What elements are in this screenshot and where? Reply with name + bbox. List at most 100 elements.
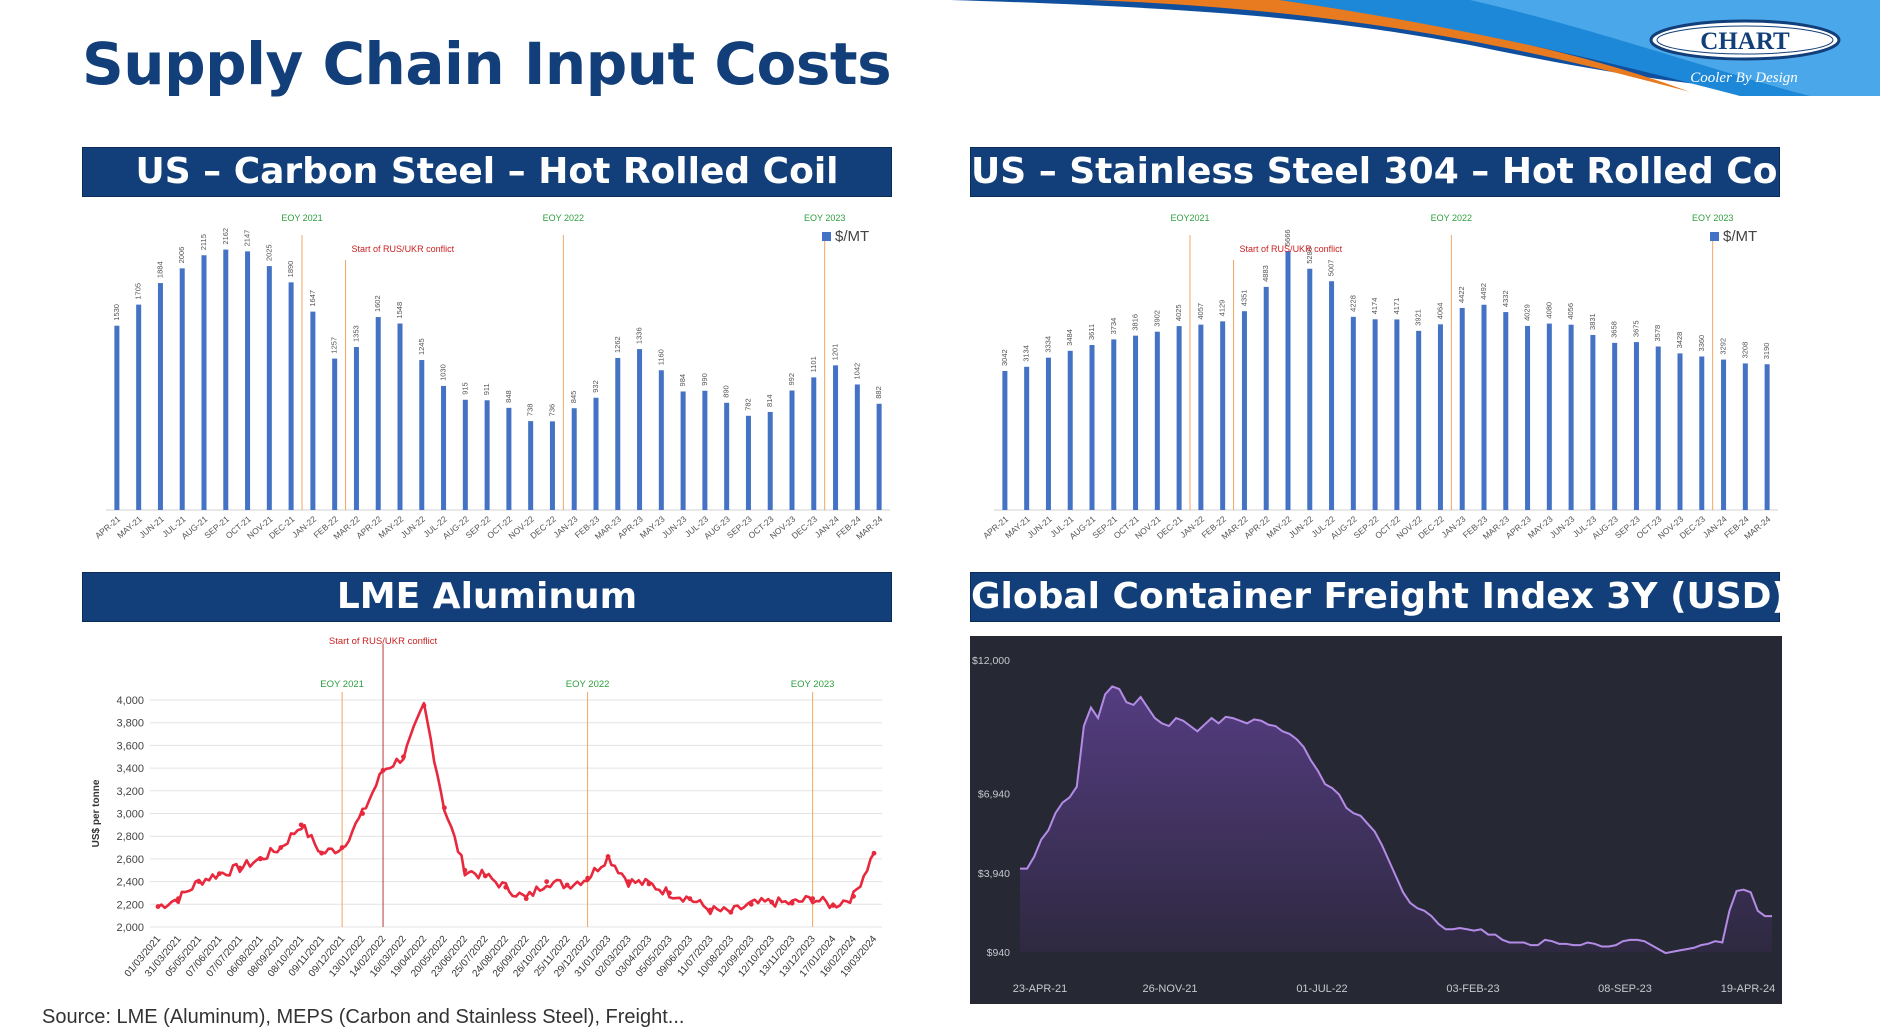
y-tick-label: 3,000: [116, 809, 144, 821]
y-tick-label: 2,200: [116, 899, 144, 911]
bar-value-label: 3190: [1762, 343, 1771, 360]
stainless-steel-header: US – Stainless Steel 304 – Hot Rolled Co…: [970, 147, 1802, 197]
bar-value-label: 1647: [308, 290, 317, 307]
bar-value-label: 4129: [1218, 300, 1227, 317]
bar: [1546, 323, 1552, 510]
y-tick-label: 2,400: [116, 877, 144, 889]
y-tick-label: 2,800: [116, 831, 144, 843]
bar-value-label: 890: [722, 385, 731, 398]
bar: [223, 249, 229, 510]
bar-value-label: 911: [482, 383, 491, 395]
bar-value-label: 4351: [1239, 290, 1248, 307]
bar: [419, 360, 425, 510]
x-tick-label: JUN-22: [1287, 514, 1316, 540]
y-tick-label: 3,800: [116, 718, 144, 730]
data-point: [339, 845, 345, 850]
data-point: [667, 890, 672, 896]
bar-value-label: 2147: [243, 230, 252, 247]
bar-value-label: 3208: [1740, 342, 1749, 359]
bar: [1655, 346, 1661, 510]
eoy-annotation: EOY 2022: [1431, 213, 1472, 223]
data-point: [789, 900, 795, 906]
bar-value-label: 990: [700, 373, 709, 386]
aluminum-header: LME Aluminum: [82, 572, 892, 622]
bar: [1721, 359, 1727, 510]
bar-value-label: 1245: [417, 338, 426, 355]
bar: [1241, 311, 1247, 510]
bar-value-label: 845: [569, 391, 578, 404]
bar-value-label: 3921: [1414, 309, 1423, 326]
y-tick-label: 3,600: [116, 740, 144, 752]
bar-value-label: 3360: [1697, 335, 1706, 352]
bar: [1176, 326, 1182, 510]
data-point: [401, 754, 406, 760]
bar-value-label: 1257: [330, 337, 339, 354]
bar: [1154, 331, 1160, 510]
bar: [266, 266, 272, 510]
bar-value-label: 1160: [656, 349, 665, 365]
aluminum-line-chart: 2,000 2,200 2,400 2,600 2,800 3,000 3,200 3,400…: [91, 636, 882, 979]
bar-value-label: 4064: [1435, 303, 1444, 320]
bar: [1612, 342, 1618, 510]
bar-value-label: 3334: [1043, 336, 1052, 353]
bar-value-label: 3734: [1109, 318, 1118, 335]
data-point: [298, 822, 304, 828]
bar-value-label: 915: [460, 382, 469, 395]
data-point: [360, 811, 365, 816]
bar: [1024, 366, 1030, 510]
bar: [745, 415, 751, 510]
conflict-annotation: Start of RUS/UKR conflict: [329, 636, 438, 647]
data-point: [707, 907, 713, 913]
eoy-annotation: EOY 2021: [320, 679, 364, 690]
bar-value-label: 3578: [1653, 325, 1662, 342]
bar-value-label: 1030: [439, 364, 448, 381]
bar-value-label: 4029: [1523, 304, 1532, 321]
data-point: [748, 901, 754, 907]
y-tick-label: 4,000: [116, 695, 144, 707]
bar: [1394, 319, 1400, 510]
eoy-annotation: EOY 2022: [543, 213, 584, 223]
bar-value-label: 4174: [1370, 298, 1379, 315]
y-axis-label: US$ per tonne: [91, 779, 102, 847]
bar: [1198, 324, 1204, 510]
bar: [462, 399, 468, 510]
data-point: [605, 854, 611, 860]
data-point: [319, 850, 325, 856]
bar: [1220, 321, 1226, 510]
bar-value-label: 4492: [1479, 283, 1488, 300]
data-point: [380, 767, 386, 773]
bar: [1089, 345, 1095, 510]
x-tick-label: JUN-23: [1548, 514, 1577, 540]
bar-value-label: 3484: [1065, 329, 1074, 346]
bar: [1133, 335, 1139, 510]
bar-value-label: 984: [678, 374, 687, 387]
data-point: [564, 882, 570, 888]
bar: [1677, 353, 1683, 510]
bar: [179, 268, 185, 510]
bar: [441, 385, 447, 510]
stainless-steel-bar-chart: 3042APR-213134MAY-213334JUN-213484JUL-21…: [981, 213, 1778, 542]
data-point: [585, 875, 590, 881]
bar-value-label: 3134: [1022, 345, 1031, 362]
bar: [1350, 316, 1356, 510]
y-tick-label: 2,600: [116, 854, 144, 866]
bar: [1568, 324, 1574, 510]
bar-value-label: 3816: [1131, 314, 1140, 331]
bar: [1307, 268, 1313, 510]
y-tick-label: 3,400: [116, 763, 144, 775]
data-point: [462, 867, 468, 873]
legend-swatch: [1710, 232, 1719, 241]
bar-value-label: 4422: [1457, 286, 1466, 303]
data-point: [237, 865, 243, 871]
bar: [854, 384, 860, 510]
bar-value-label: 1101: [809, 356, 818, 372]
data-point: [851, 893, 856, 899]
bar-value-label: 5666: [1283, 229, 1292, 246]
y-tick-label: $12,000: [972, 655, 1010, 667]
bar: [1329, 281, 1335, 510]
bar: [201, 255, 207, 510]
data-point: [257, 856, 263, 862]
bar: [506, 407, 512, 510]
bar: [288, 282, 294, 510]
eoy-annotation: EOY2021: [1170, 213, 1209, 223]
